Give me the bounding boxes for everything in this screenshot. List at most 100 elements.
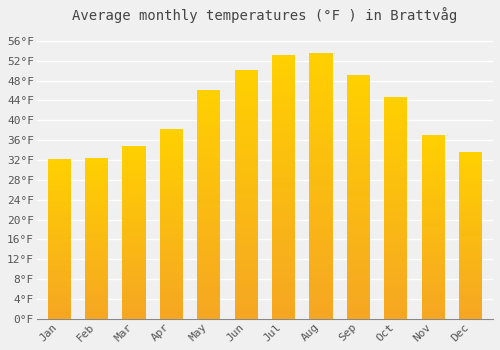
Bar: [234, 114, 258, 120]
Bar: [197, 126, 220, 131]
Bar: [122, 149, 146, 153]
Bar: [384, 163, 407, 168]
Bar: [234, 239, 258, 244]
Bar: [422, 264, 445, 267]
Bar: [384, 105, 407, 110]
Bar: [85, 316, 108, 319]
Bar: [384, 119, 407, 123]
Bar: [310, 186, 332, 191]
Bar: [122, 184, 146, 187]
Bar: [310, 170, 332, 175]
Bar: [422, 179, 445, 183]
Bar: [197, 310, 220, 314]
Bar: [347, 80, 370, 85]
Bar: [160, 197, 183, 201]
Bar: [422, 168, 445, 172]
Bar: [272, 108, 295, 113]
Bar: [197, 273, 220, 278]
Bar: [122, 187, 146, 191]
Bar: [48, 217, 71, 220]
Bar: [459, 175, 482, 179]
Bar: [422, 209, 445, 212]
Bar: [160, 231, 183, 235]
Bar: [234, 259, 258, 264]
Bar: [422, 253, 445, 257]
Bar: [160, 144, 183, 148]
Bar: [160, 311, 183, 315]
Bar: [122, 163, 146, 167]
Bar: [234, 229, 258, 234]
Bar: [459, 202, 482, 205]
Bar: [197, 291, 220, 296]
Bar: [234, 90, 258, 95]
Bar: [122, 243, 146, 246]
Bar: [384, 114, 407, 119]
Bar: [459, 242, 482, 245]
Bar: [347, 144, 370, 148]
Bar: [422, 315, 445, 319]
Bar: [197, 172, 220, 177]
Bar: [160, 182, 183, 186]
Bar: [347, 270, 370, 275]
Bar: [234, 110, 258, 114]
Bar: [197, 108, 220, 112]
Bar: [160, 133, 183, 136]
Bar: [234, 224, 258, 229]
Bar: [459, 196, 482, 199]
Bar: [347, 236, 370, 241]
Bar: [85, 222, 108, 225]
Bar: [85, 290, 108, 293]
Bar: [459, 252, 482, 256]
Bar: [384, 257, 407, 261]
Bar: [234, 70, 258, 75]
Bar: [160, 235, 183, 239]
Bar: [422, 220, 445, 223]
Bar: [422, 139, 445, 142]
Bar: [85, 261, 108, 264]
Bar: [422, 154, 445, 157]
Bar: [48, 290, 71, 293]
Bar: [459, 199, 482, 202]
Bar: [234, 294, 258, 299]
Bar: [272, 66, 295, 71]
Bar: [160, 304, 183, 308]
Bar: [384, 199, 407, 203]
Bar: [85, 167, 108, 170]
Bar: [48, 210, 71, 214]
Bar: [197, 301, 220, 305]
Bar: [160, 247, 183, 251]
Bar: [85, 293, 108, 296]
Bar: [160, 262, 183, 266]
Bar: [310, 223, 332, 229]
Bar: [310, 234, 332, 239]
Bar: [347, 280, 370, 285]
Bar: [422, 289, 445, 293]
Bar: [310, 298, 332, 303]
Bar: [310, 85, 332, 90]
Bar: [459, 275, 482, 279]
Bar: [310, 133, 332, 138]
Bar: [85, 313, 108, 316]
Bar: [272, 224, 295, 229]
Bar: [347, 231, 370, 236]
Bar: [384, 123, 407, 128]
Bar: [197, 287, 220, 291]
Bar: [310, 138, 332, 143]
Bar: [197, 149, 220, 154]
Bar: [197, 117, 220, 122]
Bar: [197, 112, 220, 117]
Bar: [384, 141, 407, 146]
Bar: [160, 281, 183, 285]
Bar: [347, 187, 370, 192]
Bar: [197, 131, 220, 135]
Bar: [197, 250, 220, 255]
Bar: [422, 146, 445, 150]
Bar: [347, 139, 370, 143]
Bar: [272, 193, 295, 198]
Bar: [347, 153, 370, 158]
Bar: [272, 214, 295, 219]
Bar: [459, 249, 482, 252]
Bar: [160, 258, 183, 262]
Bar: [384, 101, 407, 105]
Bar: [272, 150, 295, 155]
